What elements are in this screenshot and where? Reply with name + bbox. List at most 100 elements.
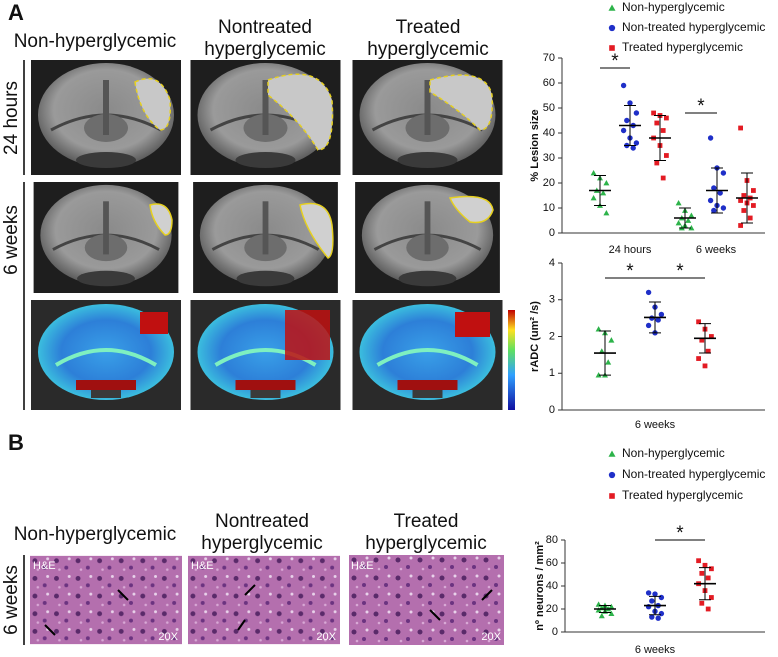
y-tick-label: 3 xyxy=(549,294,555,306)
data-point xyxy=(751,188,756,193)
stain-label: H&E xyxy=(351,560,374,572)
column-header: Treated xyxy=(396,17,461,38)
column-header: hyperglycemic xyxy=(204,39,325,60)
row-label: 6 weeks xyxy=(1,205,22,275)
y-tick-label: 0 xyxy=(552,626,558,638)
data-point xyxy=(608,603,615,610)
data-point xyxy=(707,197,714,204)
data-point xyxy=(595,372,602,378)
significance-label: * xyxy=(697,96,705,117)
data-point xyxy=(709,566,714,572)
data-point xyxy=(707,135,714,141)
legend-label: Non-hyperglycemic xyxy=(622,0,725,14)
data-point xyxy=(751,203,756,208)
data-point xyxy=(620,127,627,134)
data-point xyxy=(711,207,717,214)
data-point xyxy=(630,145,636,151)
data-point xyxy=(664,153,669,158)
error-bar xyxy=(699,323,711,354)
y-tick-label: 40 xyxy=(543,127,555,139)
significance-label: * xyxy=(611,51,619,72)
data-point xyxy=(649,614,655,620)
stain-label: H&E xyxy=(191,560,214,572)
data-point xyxy=(658,610,665,617)
data-point xyxy=(702,562,708,568)
data-point xyxy=(608,610,615,616)
row-label: 24 hours xyxy=(1,81,22,155)
panel-label: A xyxy=(8,0,24,25)
data-point xyxy=(675,200,682,206)
x-tick-label: 6 weeks xyxy=(635,419,676,431)
data-point xyxy=(633,140,640,146)
legend-label: Non-treated hyperglycemic xyxy=(622,467,765,481)
data-point xyxy=(720,170,727,176)
data-point xyxy=(660,128,666,133)
data-point xyxy=(696,558,701,564)
data-point xyxy=(720,205,727,211)
data-point xyxy=(702,363,708,369)
column-header: Nontreated xyxy=(215,511,309,532)
legend-marker xyxy=(608,471,616,479)
data-point xyxy=(651,110,656,116)
y-tick-label: 0 xyxy=(549,404,555,416)
data-point xyxy=(645,322,652,329)
column-header: hyperglycemic xyxy=(365,533,486,554)
y-tick-label: 40 xyxy=(546,580,558,592)
data-point xyxy=(652,591,658,597)
data-point xyxy=(600,190,607,196)
data-point xyxy=(620,82,627,89)
data-point xyxy=(699,600,705,606)
data-point xyxy=(741,193,747,198)
x-tick-label: 24 hours xyxy=(609,244,652,256)
data-point xyxy=(590,195,597,201)
error-bar xyxy=(711,167,723,214)
y-axis-label: rADC (um² /s) xyxy=(529,301,541,372)
data-point xyxy=(627,100,633,106)
data-point xyxy=(709,595,714,600)
data-point xyxy=(654,160,660,166)
data-point xyxy=(747,215,753,221)
error-bar xyxy=(594,175,606,206)
data-point xyxy=(688,225,695,231)
x-tick-label: 6 weeks xyxy=(635,644,676,656)
stain-label: H&E xyxy=(33,560,56,572)
data-point xyxy=(605,359,612,365)
data-point xyxy=(664,115,669,121)
data-point xyxy=(633,110,640,116)
data-point xyxy=(709,334,714,339)
data-point xyxy=(696,319,701,325)
error-bar xyxy=(654,115,666,161)
data-point xyxy=(654,120,660,126)
panel-a-images xyxy=(30,60,515,410)
data-point xyxy=(645,590,652,596)
legend-label: Treated hyperglycemic xyxy=(622,488,743,502)
significance-label: * xyxy=(676,523,684,544)
data-point xyxy=(699,337,705,343)
data-point xyxy=(699,570,705,576)
y-tick-label: 30 xyxy=(543,152,555,164)
data-point xyxy=(705,606,711,612)
legend-marker xyxy=(608,4,616,11)
y-tick-label: 20 xyxy=(543,177,555,189)
data-point xyxy=(685,217,692,223)
column-header: hyperglycemic xyxy=(201,533,322,554)
y-tick-label: 70 xyxy=(543,52,555,64)
data-point xyxy=(603,210,610,216)
data-point xyxy=(595,607,602,613)
data-point xyxy=(738,125,743,131)
y-tick-label: 60 xyxy=(546,557,558,569)
y-tick-label: 10 xyxy=(543,202,555,214)
data-point xyxy=(717,190,723,196)
data-point xyxy=(660,175,666,181)
magnification: 20X xyxy=(158,631,178,643)
y-tick-label: 1 xyxy=(549,367,555,379)
data-point xyxy=(595,326,602,332)
legend-label: Treated hyperglycemic xyxy=(622,40,743,54)
column-header: Non-hyperglycemic xyxy=(14,524,177,545)
y-tick-label: 2 xyxy=(549,330,555,342)
legend-marker xyxy=(608,24,616,32)
panel-b-images xyxy=(30,555,504,645)
legend-label: Non-hyperglycemic xyxy=(622,446,725,460)
column-header: hyperglycemic xyxy=(367,39,488,60)
row-label: 6 weeks xyxy=(1,565,22,635)
